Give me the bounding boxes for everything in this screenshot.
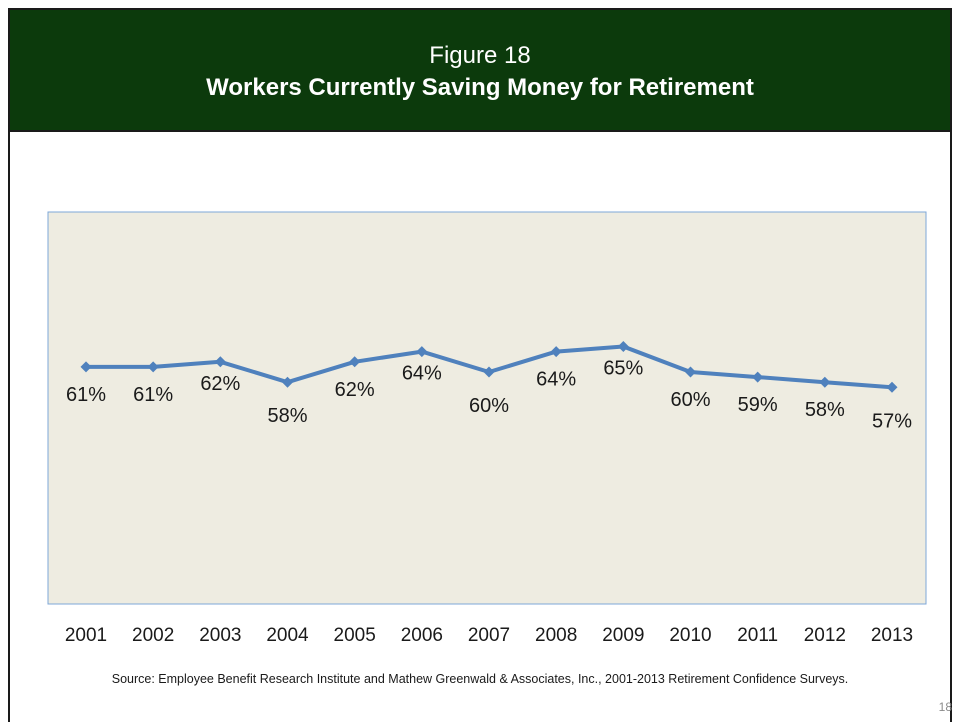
data-point-marker <box>349 356 361 368</box>
x-tick-label: 2006 <box>401 625 443 646</box>
data-point-marker <box>550 346 562 358</box>
data-point-marker <box>416 346 428 358</box>
data-point-marker <box>685 366 696 378</box>
x-tick-label: 2001 <box>65 625 107 646</box>
x-tick-label: 2009 <box>602 625 644 646</box>
data-point-marker <box>483 366 495 378</box>
data-label: 62% <box>200 373 240 395</box>
x-tick-label: 2003 <box>199 625 241 646</box>
page-number: 18 <box>938 700 952 714</box>
x-tick-label: 2012 <box>804 625 846 646</box>
data-label: 64% <box>402 363 442 385</box>
source-note: Source: Employee Benefit Research Instit… <box>111 672 849 686</box>
data-point-marker <box>886 381 898 393</box>
x-tick-label: 2005 <box>334 625 376 646</box>
x-tick-label: 2010 <box>669 625 711 646</box>
data-point-marker <box>147 361 159 373</box>
data-label: 64% <box>536 369 576 391</box>
figure-label: Figure 18 <box>429 42 531 69</box>
data-label: 58% <box>267 405 307 427</box>
x-tick-label: 2007 <box>468 625 510 646</box>
data-label: 60% <box>670 389 710 411</box>
plot-area <box>47 211 927 605</box>
x-axis-ticks: 2001 2002 2003 2004 2005 2006 2007 2008 2009 2010… <box>65 625 913 646</box>
x-tick-label: 2011 <box>737 625 778 646</box>
data-point-marker <box>214 356 226 368</box>
data-point-marker <box>282 376 293 388</box>
data-label: 61% <box>133 384 173 406</box>
chart-title: Workers Currently Saving Money for Retir… <box>206 74 754 101</box>
x-tick-label: 2013 <box>871 625 913 646</box>
x-tick-label: 2002 <box>132 625 174 646</box>
data-label: 61% <box>66 384 106 406</box>
x-tick-label: 2004 <box>266 625 309 646</box>
data-point-marker <box>80 361 92 373</box>
series-layer <box>80 341 898 393</box>
data-label: 58% <box>805 399 845 421</box>
data-point-marker <box>617 341 629 352</box>
data-point-marker <box>819 376 831 388</box>
data-label: 60% <box>469 395 509 417</box>
data-point-marker <box>752 371 764 383</box>
data-label: 62% <box>335 379 375 401</box>
data-label: 57% <box>872 410 912 432</box>
data-label: 65% <box>603 358 643 380</box>
x-tick-label: 2008 <box>535 625 577 646</box>
figure-header: Figure 18 Workers Currently Saving Money… <box>8 8 952 132</box>
data-labels: 61% 61% 62% 58% 62% 64% 60% 64% 65% 60% 59% 58% 57% <box>66 358 912 433</box>
data-label: 59% <box>738 394 778 416</box>
